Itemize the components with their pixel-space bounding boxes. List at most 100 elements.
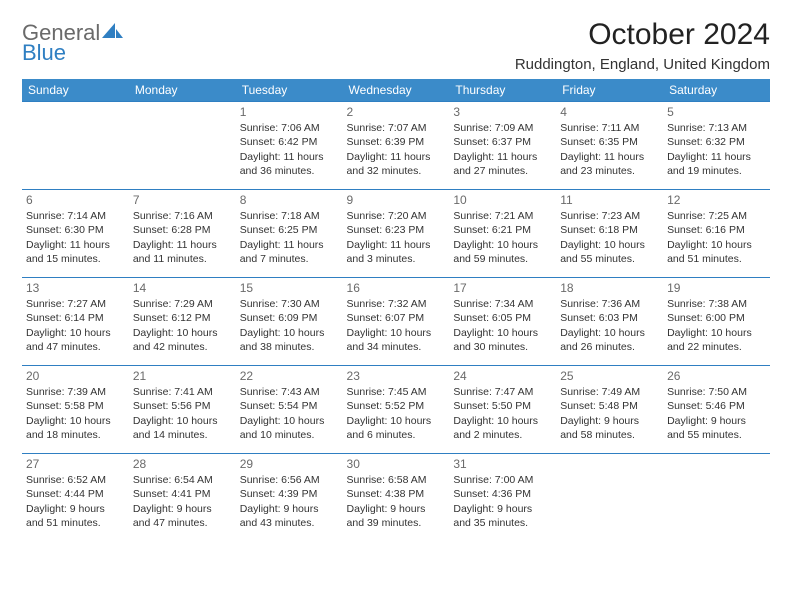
daylight-text: Daylight: 10 hours and 30 minutes. — [453, 326, 552, 354]
sunset-text: Sunset: 5:50 PM — [453, 399, 552, 413]
day-number: 31 — [453, 456, 552, 472]
sunrise-text: Sunrise: 7:36 AM — [560, 297, 659, 311]
calendar-day-cell: 9Sunrise: 7:20 AMSunset: 6:23 PMDaylight… — [343, 190, 450, 278]
sunrise-text: Sunrise: 7:23 AM — [560, 209, 659, 223]
daylight-text: Daylight: 11 hours and 15 minutes. — [26, 238, 125, 266]
sunrise-text: Sunrise: 7:38 AM — [667, 297, 766, 311]
sunset-text: Sunset: 6:28 PM — [133, 223, 232, 237]
calendar-day-cell: 5Sunrise: 7:13 AMSunset: 6:32 PMDaylight… — [663, 102, 770, 190]
sunrise-text: Sunrise: 7:43 AM — [240, 385, 339, 399]
day-number: 23 — [347, 368, 446, 384]
sunset-text: Sunset: 6:09 PM — [240, 311, 339, 325]
sunrise-text: Sunrise: 7:07 AM — [347, 121, 446, 135]
sunrise-text: Sunrise: 7:14 AM — [26, 209, 125, 223]
sunset-text: Sunset: 6:30 PM — [26, 223, 125, 237]
sunset-text: Sunset: 5:52 PM — [347, 399, 446, 413]
sunrise-text: Sunrise: 6:54 AM — [133, 473, 232, 487]
sunset-text: Sunset: 6:23 PM — [347, 223, 446, 237]
day-number: 26 — [667, 368, 766, 384]
location-text: Ruddington, England, United Kingdom — [515, 56, 770, 73]
sunrise-text: Sunrise: 7:20 AM — [347, 209, 446, 223]
day-header: Thursday — [449, 79, 556, 102]
sunrise-text: Sunrise: 7:32 AM — [347, 297, 446, 311]
daylight-text: Daylight: 10 hours and 38 minutes. — [240, 326, 339, 354]
daylight-text: Daylight: 10 hours and 42 minutes. — [133, 326, 232, 354]
day-number: 6 — [26, 192, 125, 208]
sunrise-text: Sunrise: 7:21 AM — [453, 209, 552, 223]
daylight-text: Daylight: 9 hours and 43 minutes. — [240, 502, 339, 530]
day-number: 10 — [453, 192, 552, 208]
day-number: 7 — [133, 192, 232, 208]
sunrise-text: Sunrise: 6:52 AM — [26, 473, 125, 487]
sunset-text: Sunset: 5:58 PM — [26, 399, 125, 413]
daylight-text: Daylight: 10 hours and 55 minutes. — [560, 238, 659, 266]
daylight-text: Daylight: 10 hours and 18 minutes. — [26, 414, 125, 442]
daylight-text: Daylight: 10 hours and 51 minutes. — [667, 238, 766, 266]
calendar-day-cell: 19Sunrise: 7:38 AMSunset: 6:00 PMDayligh… — [663, 278, 770, 366]
calendar-body: 1Sunrise: 7:06 AMSunset: 6:42 PMDaylight… — [22, 102, 770, 542]
calendar-week-row: 6Sunrise: 7:14 AMSunset: 6:30 PMDaylight… — [22, 190, 770, 278]
calendar-day-cell: 7Sunrise: 7:16 AMSunset: 6:28 PMDaylight… — [129, 190, 236, 278]
sunset-text: Sunset: 4:44 PM — [26, 487, 125, 501]
calendar-day-cell: 27Sunrise: 6:52 AMSunset: 4:44 PMDayligh… — [22, 454, 129, 542]
sunset-text: Sunset: 5:48 PM — [560, 399, 659, 413]
daylight-text: Daylight: 11 hours and 11 minutes. — [133, 238, 232, 266]
sunrise-text: Sunrise: 7:34 AM — [453, 297, 552, 311]
day-number: 13 — [26, 280, 125, 296]
sunset-text: Sunset: 6:37 PM — [453, 135, 552, 149]
title-block: October 2024 Ruddington, England, United… — [515, 18, 770, 73]
daylight-text: Daylight: 10 hours and 26 minutes. — [560, 326, 659, 354]
sunrise-text: Sunrise: 7:29 AM — [133, 297, 232, 311]
calendar-day-cell: 21Sunrise: 7:41 AMSunset: 5:56 PMDayligh… — [129, 366, 236, 454]
calendar-day-cell: 25Sunrise: 7:49 AMSunset: 5:48 PMDayligh… — [556, 366, 663, 454]
day-number: 17 — [453, 280, 552, 296]
sunset-text: Sunset: 6:25 PM — [240, 223, 339, 237]
daylight-text: Daylight: 10 hours and 2 minutes. — [453, 414, 552, 442]
day-header: Wednesday — [343, 79, 450, 102]
daylight-text: Daylight: 9 hours and 55 minutes. — [667, 414, 766, 442]
daylight-text: Daylight: 10 hours and 34 minutes. — [347, 326, 446, 354]
day-number: 27 — [26, 456, 125, 472]
daylight-text: Daylight: 9 hours and 47 minutes. — [133, 502, 232, 530]
sunset-text: Sunset: 6:00 PM — [667, 311, 766, 325]
brand-logo: GeneralBlue — [22, 18, 124, 64]
daylight-text: Daylight: 11 hours and 32 minutes. — [347, 150, 446, 178]
day-number: 1 — [240, 104, 339, 120]
sunset-text: Sunset: 5:56 PM — [133, 399, 232, 413]
sunrise-text: Sunrise: 7:11 AM — [560, 121, 659, 135]
calendar-day-cell: 16Sunrise: 7:32 AMSunset: 6:07 PMDayligh… — [343, 278, 450, 366]
calendar-day-cell: 22Sunrise: 7:43 AMSunset: 5:54 PMDayligh… — [236, 366, 343, 454]
sunset-text: Sunset: 4:36 PM — [453, 487, 552, 501]
day-number: 18 — [560, 280, 659, 296]
day-number: 5 — [667, 104, 766, 120]
calendar-day-cell: 12Sunrise: 7:25 AMSunset: 6:16 PMDayligh… — [663, 190, 770, 278]
sunrise-text: Sunrise: 7:30 AM — [240, 297, 339, 311]
day-number: 21 — [133, 368, 232, 384]
sunrise-text: Sunrise: 7:27 AM — [26, 297, 125, 311]
day-number: 11 — [560, 192, 659, 208]
daylight-text: Daylight: 10 hours and 10 minutes. — [240, 414, 339, 442]
month-title: October 2024 — [515, 18, 770, 52]
sunrise-text: Sunrise: 6:56 AM — [240, 473, 339, 487]
day-number: 3 — [453, 104, 552, 120]
header: GeneralBlue October 2024 Ruddington, Eng… — [22, 18, 770, 73]
sunrise-text: Sunrise: 7:25 AM — [667, 209, 766, 223]
day-number: 30 — [347, 456, 446, 472]
sunset-text: Sunset: 4:38 PM — [347, 487, 446, 501]
sunset-text: Sunset: 6:35 PM — [560, 135, 659, 149]
calendar-day-cell: 20Sunrise: 7:39 AMSunset: 5:58 PMDayligh… — [22, 366, 129, 454]
sunset-text: Sunset: 6:39 PM — [347, 135, 446, 149]
day-number: 8 — [240, 192, 339, 208]
calendar-day-cell: 26Sunrise: 7:50 AMSunset: 5:46 PMDayligh… — [663, 366, 770, 454]
calendar-day-cell: 31Sunrise: 7:00 AMSunset: 4:36 PMDayligh… — [449, 454, 556, 542]
sunset-text: Sunset: 6:07 PM — [347, 311, 446, 325]
sunrise-text: Sunrise: 7:16 AM — [133, 209, 232, 223]
calendar-week-row: 13Sunrise: 7:27 AMSunset: 6:14 PMDayligh… — [22, 278, 770, 366]
day-header-row: SundayMondayTuesdayWednesdayThursdayFrid… — [22, 79, 770, 102]
day-header: Monday — [129, 79, 236, 102]
sunset-text: Sunset: 6:03 PM — [560, 311, 659, 325]
daylight-text: Daylight: 10 hours and 22 minutes. — [667, 326, 766, 354]
sunset-text: Sunset: 6:42 PM — [240, 135, 339, 149]
day-number: 22 — [240, 368, 339, 384]
sunset-text: Sunset: 5:46 PM — [667, 399, 766, 413]
